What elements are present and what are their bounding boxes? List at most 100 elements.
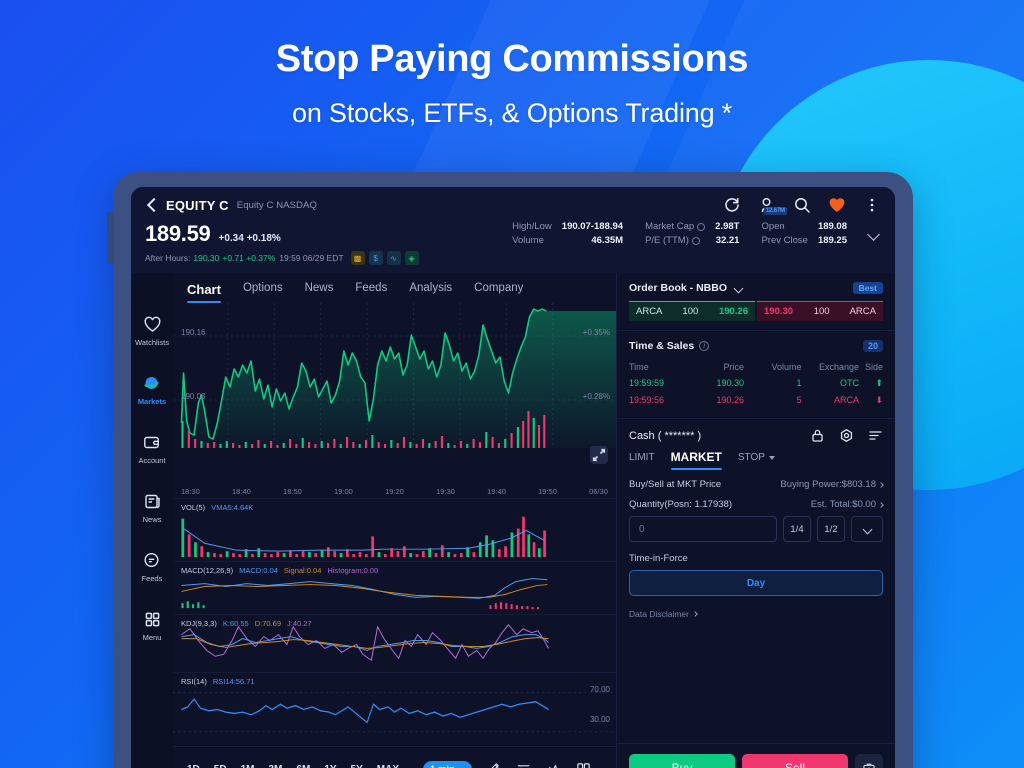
timeframe-3m[interactable]: 3M <box>269 764 283 768</box>
sidebar-label: Account <box>138 456 166 465</box>
buy-button[interactable]: Buy <box>629 754 735 768</box>
people-icon[interactable]: 12.67M <box>758 196 787 215</box>
stat-key: Prev Close <box>761 235 808 246</box>
heart-icon[interactable] <box>828 196 846 214</box>
timeframe-1y[interactable]: 1Y <box>324 764 336 768</box>
lock-icon[interactable] <box>810 428 825 443</box>
stat-key: P/E (TTM) <box>645 235 705 246</box>
cell-exchange: ARCA <box>833 395 859 405</box>
x-tick: 18:40 <box>232 487 251 496</box>
interval-label: 1 min <box>430 764 455 768</box>
rsi-pane[interactable]: RSI(14) RSI14:56.71 70.00 30.00 <box>173 672 616 746</box>
quantity-half-button[interactable]: 1/2 <box>817 516 845 542</box>
data-disclaimer-text: Data Disclaimer <box>629 609 689 619</box>
order-type-limit[interactable]: LIMIT <box>629 451 655 463</box>
order-book-title: Order Book - NBBO <box>629 282 728 294</box>
timeframe-max[interactable]: MAX <box>377 764 410 768</box>
account-label[interactable]: Cash ( ******* ) <box>629 429 702 442</box>
chart-column: Chart Options News Feeds Analysis Compan… <box>173 273 617 768</box>
rsi-chart-svg <box>173 691 616 733</box>
time-sales-count[interactable]: 20 <box>862 340 883 352</box>
x-tick: 19:40 <box>487 487 506 496</box>
sidebar-item-news[interactable]: News <box>143 492 162 524</box>
stat-key: High/Low <box>512 221 552 232</box>
tab-analysis[interactable]: Analysis <box>409 282 453 294</box>
expand-quote-icon[interactable] <box>867 227 881 241</box>
draw-icon[interactable] <box>486 762 502 768</box>
settings-sliders-icon[interactable] <box>868 428 883 443</box>
timeframe-5d[interactable]: 5D <box>214 764 227 768</box>
timeframe-6m[interactable]: 6M <box>296 764 310 768</box>
order-book-header: Order Book - NBBO Best <box>629 282 883 294</box>
ask-price: 190.30 <box>764 306 794 317</box>
table-row[interactable]: 19:59:56 190.26 5 ARCA ⬇ <box>629 392 883 409</box>
x-tick: 19:30 <box>436 487 455 496</box>
info-icon[interactable] <box>697 222 706 231</box>
indicator-icon[interactable] <box>546 762 562 768</box>
order-book-bid[interactable]: ARCA 100 190.26 <box>629 301 755 321</box>
table-row[interactable]: 19:59:59 190.30 1 OTC ⬆ <box>629 375 883 392</box>
tab-chart[interactable]: Chart <box>187 282 221 303</box>
kdj-pane[interactable]: KDJ(9,3,3) K:60.55 D:70.69 J:40.27 <box>173 614 616 672</box>
back-icon[interactable] <box>145 198 159 212</box>
sidebar-item-watchlists[interactable]: Watchlists <box>135 315 169 347</box>
order-book-ask[interactable]: 190.30 100 ARCA <box>757 301 883 321</box>
order-type-stop[interactable]: STOP <box>738 452 775 469</box>
info-icon[interactable]: i <box>699 341 710 351</box>
quantity-quarter-button[interactable]: 1/4 <box>783 516 811 542</box>
more-vertical-icon[interactable] <box>863 196 881 214</box>
price-pane[interactable]: 190.16 190.03 +0.35% +0.28% <box>173 303 616 498</box>
briefcase-icon[interactable] <box>855 754 883 768</box>
sidebar-item-account[interactable]: Account <box>138 433 166 465</box>
right-panel: Order Book - NBBO Best ARCA 100 190.26 1… <box>617 273 895 768</box>
tab-feeds[interactable]: Feeds <box>355 282 388 294</box>
macd-histogram: Histogram:0.00 <box>327 566 379 575</box>
last-price: 189.59 <box>145 221 211 246</box>
refresh-icon[interactable] <box>723 196 741 214</box>
stat-value: 32.21 <box>715 235 740 246</box>
buying-power-text: Buying Power:$803.18 <box>780 479 876 490</box>
quantity-input[interactable]: 0 <box>629 516 777 542</box>
order-ticket: Cash ( ******* ) <box>617 419 895 768</box>
best-badge[interactable]: Best <box>852 282 883 294</box>
tab-news[interactable]: News <box>304 282 334 294</box>
symbol-name: EQUITY C <box>166 197 229 213</box>
chevron-down-icon <box>862 524 873 535</box>
order-type-tabs: LIMIT MARKET STOP <box>617 443 895 470</box>
compare-icon[interactable] <box>516 762 532 768</box>
tab-company[interactable]: Company <box>474 282 524 294</box>
promo-subheadline: on Stocks, ETFs, & Options Trading * <box>292 97 732 128</box>
column-time: Time <box>629 362 649 372</box>
layout-icon[interactable] <box>576 762 592 768</box>
target-icon[interactable] <box>839 428 854 443</box>
buying-power[interactable]: Buying Power:$803.18 <box>780 479 884 490</box>
timeframe-1m[interactable]: 1M <box>241 764 255 768</box>
est-total[interactable]: Est. Total:$0.00 <box>811 499 884 510</box>
volume-pane[interactable]: VOL(5) VMA5:4.64K <box>173 498 616 561</box>
chevron-right-icon <box>878 501 884 508</box>
macd-pane[interactable]: MACD(12,26,9) MACD:0.04 Signal:0.04 Hist… <box>173 561 616 614</box>
interval-selector[interactable]: 1 min <box>423 761 472 768</box>
price-right-tick-low: +0.28% <box>582 392 610 401</box>
search-icon[interactable] <box>793 196 811 214</box>
chat-icon <box>142 551 161 570</box>
info-icon[interactable] <box>691 236 700 245</box>
time-sales-table: Time Price Volume Exchange Side 19:59:59… <box>629 359 883 409</box>
expand-icon[interactable] <box>590 446 608 464</box>
order-type-market[interactable]: MARKET <box>670 450 723 470</box>
timeframe-1d[interactable]: 1D <box>187 764 200 768</box>
stat-key-text: Market Cap <box>645 221 695 232</box>
chevron-down-icon[interactable] <box>733 283 744 294</box>
kdj-d: D:70.69 <box>254 619 281 628</box>
quantity-more-button[interactable] <box>851 516 883 542</box>
data-disclaimer-link[interactable]: Data Disclaimer <box>617 596 895 619</box>
sell-button[interactable]: Sell <box>742 754 848 768</box>
sidebar-item-menu[interactable]: Menu <box>143 610 162 642</box>
timeframe-5y[interactable]: 5Y <box>351 764 363 768</box>
tab-options[interactable]: Options <box>242 282 283 294</box>
app-header: EQUITY C Equity C NASDAQ 12.67M <box>131 187 895 273</box>
sidebar-item-markets[interactable]: Markets <box>138 374 166 406</box>
time-in-force-button[interactable]: Day <box>629 570 883 596</box>
sidebar-item-feeds[interactable]: Feeds <box>142 551 162 583</box>
column-volume: Volume <box>771 362 802 372</box>
